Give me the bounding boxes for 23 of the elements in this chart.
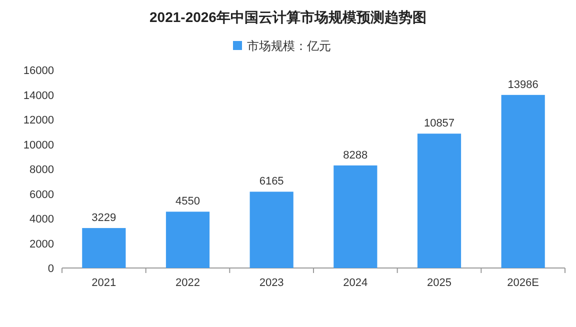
xtick: 2022 <box>176 277 200 289</box>
label: 13986 <box>508 78 538 91</box>
ytick: 8000 <box>30 164 54 176</box>
ytick: 6000 <box>30 188 54 201</box>
label: 4550 <box>176 196 200 208</box>
ytick: 10000 <box>23 139 54 152</box>
label: 3229 <box>92 212 116 224</box>
ytick: 14000 <box>23 90 54 102</box>
ytick: 12000 <box>23 114 54 126</box>
ytick: 2000 <box>30 238 54 250</box>
label: 10857 <box>424 118 455 130</box>
xtick: 2023 <box>259 277 284 289</box>
ytick: 16000 <box>23 65 54 77</box>
label: 8288 <box>343 149 368 162</box>
ytick: 4000 <box>30 214 54 226</box>
xtick: 2021 <box>92 277 116 289</box>
xtick: 2025 <box>427 277 452 289</box>
ytick: 0 <box>48 263 54 275</box>
xtick: 2026E <box>507 277 539 289</box>
title: 2021-2026年中国云计算市场规模预测趋势图 <box>150 9 426 25</box>
label: 6165 <box>259 176 284 188</box>
xtick: 2024 <box>343 277 368 289</box>
legend: 市场规模：亿元 <box>247 39 331 53</box>
